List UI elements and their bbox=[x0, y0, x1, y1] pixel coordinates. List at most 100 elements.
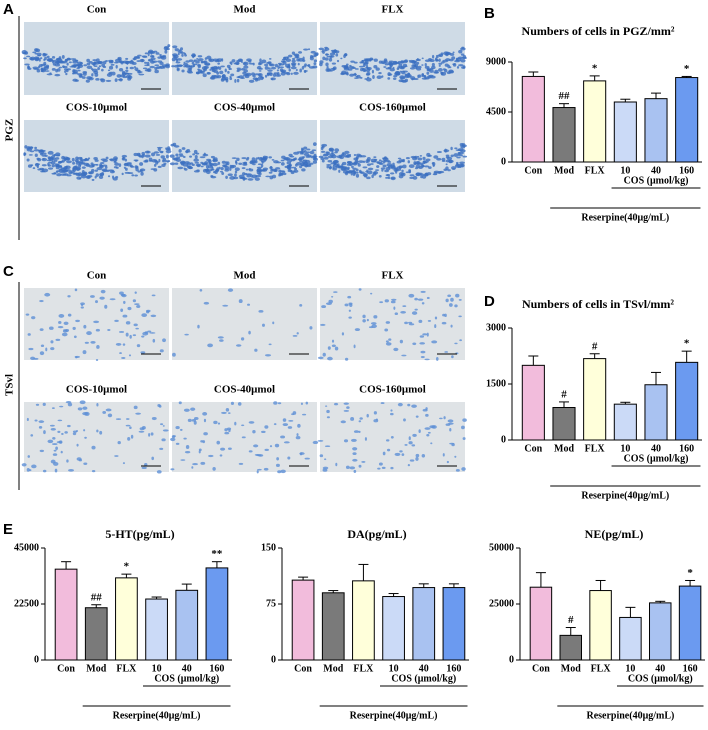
cell bbox=[86, 76, 93, 80]
bar bbox=[675, 361, 699, 441]
cell bbox=[372, 75, 375, 79]
cell bbox=[171, 435, 176, 439]
cell bbox=[114, 78, 118, 82]
cell bbox=[322, 56, 326, 61]
cell bbox=[60, 173, 67, 176]
cell bbox=[257, 156, 260, 160]
image-label: FLX bbox=[382, 4, 404, 16]
cell bbox=[191, 54, 196, 57]
cell bbox=[124, 72, 128, 75]
cell bbox=[270, 168, 274, 172]
cell bbox=[252, 74, 256, 78]
cell bbox=[189, 155, 193, 158]
cell bbox=[100, 162, 105, 164]
group-label: COS (μmol/kg) bbox=[628, 673, 693, 684]
cell bbox=[390, 300, 396, 304]
cell bbox=[353, 61, 358, 64]
cell bbox=[280, 469, 286, 474]
cell bbox=[150, 314, 157, 318]
cell bbox=[243, 62, 247, 65]
cell bbox=[351, 165, 354, 169]
cell bbox=[366, 413, 369, 418]
cell bbox=[127, 437, 131, 441]
cell bbox=[399, 75, 405, 80]
cell bbox=[390, 436, 394, 439]
cell bbox=[432, 173, 438, 176]
cell bbox=[374, 169, 380, 172]
cell bbox=[429, 58, 435, 63]
cell bbox=[73, 165, 77, 170]
cell bbox=[358, 430, 361, 433]
cell bbox=[257, 468, 262, 471]
cell bbox=[287, 456, 291, 460]
cell bbox=[436, 157, 442, 161]
cell bbox=[156, 146, 163, 149]
bar bbox=[552, 107, 576, 163]
cell bbox=[41, 152, 47, 155]
y-tick-label: 9000 bbox=[486, 56, 506, 67]
cell bbox=[177, 64, 184, 67]
significance: * bbox=[124, 561, 130, 573]
cell bbox=[137, 170, 141, 173]
image-label: COS-40μmol bbox=[214, 384, 275, 396]
cell bbox=[366, 318, 369, 322]
cell bbox=[159, 54, 162, 56]
cell bbox=[441, 321, 447, 325]
image-label: Mod bbox=[234, 4, 256, 16]
micrograph bbox=[21, 400, 169, 474]
cell bbox=[102, 411, 107, 414]
cell bbox=[27, 333, 31, 336]
cell bbox=[376, 165, 380, 169]
cell bbox=[450, 154, 454, 158]
cell bbox=[187, 71, 193, 74]
cell bbox=[276, 161, 282, 164]
cell bbox=[85, 79, 90, 83]
cell bbox=[323, 153, 330, 156]
cell bbox=[133, 159, 139, 162]
cell bbox=[105, 408, 112, 412]
cell bbox=[331, 150, 334, 155]
cell bbox=[81, 166, 86, 169]
cell bbox=[417, 65, 422, 69]
cell bbox=[356, 153, 361, 157]
cell bbox=[367, 163, 371, 166]
cell bbox=[208, 454, 214, 458]
cell bbox=[169, 154, 175, 158]
cell bbox=[326, 416, 330, 419]
cell bbox=[98, 61, 102, 64]
cell bbox=[22, 52, 27, 55]
cell bbox=[113, 156, 118, 161]
cell bbox=[370, 322, 377, 325]
error-bar bbox=[589, 75, 600, 81]
cell bbox=[383, 66, 387, 68]
cell bbox=[156, 470, 162, 474]
cell bbox=[217, 62, 220, 65]
cell bbox=[28, 154, 33, 156]
cell bbox=[265, 354, 272, 357]
cell bbox=[412, 342, 417, 346]
cell bbox=[228, 447, 232, 450]
cell bbox=[446, 460, 450, 464]
cell bbox=[77, 407, 83, 411]
cell bbox=[459, 339, 462, 342]
cell bbox=[340, 420, 346, 424]
cell bbox=[461, 46, 465, 49]
cell bbox=[86, 58, 90, 63]
cell bbox=[269, 175, 274, 180]
micrograph-bg bbox=[172, 120, 317, 192]
image-label: Con bbox=[87, 270, 107, 282]
bar bbox=[559, 634, 582, 661]
cell bbox=[335, 53, 339, 57]
cell bbox=[258, 62, 262, 66]
cell bbox=[400, 60, 405, 64]
cell bbox=[99, 172, 105, 177]
cell bbox=[172, 352, 176, 357]
cell bbox=[115, 176, 119, 179]
cell bbox=[141, 466, 147, 470]
cell bbox=[166, 160, 169, 163]
cell bbox=[443, 149, 450, 153]
cell bbox=[408, 293, 415, 298]
cell bbox=[299, 165, 303, 169]
cell bbox=[227, 412, 231, 414]
cell bbox=[322, 468, 328, 472]
